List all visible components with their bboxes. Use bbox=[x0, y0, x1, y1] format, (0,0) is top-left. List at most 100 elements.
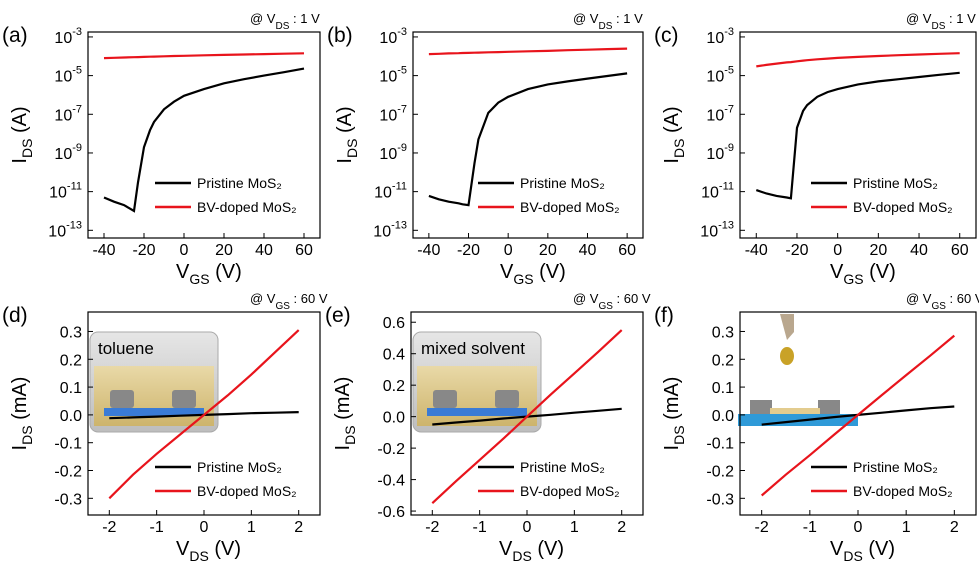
x-tick-label: 2 bbox=[950, 519, 959, 536]
x-axis-label: VGS (V) bbox=[500, 261, 566, 287]
y-tick-exponent: -13 bbox=[66, 219, 82, 231]
y-tick-label: 10-7 bbox=[54, 103, 82, 124]
label-part: DS bbox=[512, 548, 531, 563]
x-tick-label: 60 bbox=[951, 242, 969, 259]
annotation: @ VGS : 60 V bbox=[906, 291, 979, 312]
y-tick-exponent: -11 bbox=[392, 181, 407, 193]
y-tick-base: 10 bbox=[54, 69, 72, 86]
y-tick-label: 0.4 bbox=[383, 347, 405, 364]
y-tick-exponent: -11 bbox=[719, 181, 734, 193]
label-part: @ V bbox=[250, 11, 276, 26]
legend-label: BV-doped MoS₂ bbox=[853, 199, 953, 215]
label-part: (V) bbox=[864, 261, 896, 283]
y-tick-label: 0.2 bbox=[712, 352, 734, 369]
plot-frame bbox=[412, 31, 644, 239]
inset-substrate bbox=[427, 408, 527, 416]
y-tick-exponent: -9 bbox=[72, 142, 82, 154]
label-part: DS bbox=[19, 139, 35, 158]
x-axis-label: VGS (V) bbox=[830, 261, 896, 287]
x-tick-label: 2 bbox=[617, 519, 626, 536]
y-tick-base: 10 bbox=[54, 146, 72, 163]
label-part: : 1 V bbox=[289, 11, 320, 26]
y-tick-label: 10-3 bbox=[379, 26, 407, 47]
legend-label: Pristine MoS₂ bbox=[853, 175, 938, 191]
label-part: I bbox=[661, 445, 683, 451]
y-tick-base: 10 bbox=[48, 223, 66, 240]
label-part: (V) bbox=[532, 538, 564, 560]
label-part: GS bbox=[843, 271, 863, 287]
annotation: @ VDS : 1 V bbox=[250, 11, 320, 32]
x-tick-label: 20 bbox=[869, 242, 887, 259]
label-part: DS bbox=[189, 548, 208, 563]
label-part: V bbox=[500, 261, 514, 283]
y-tick-base: 10 bbox=[706, 69, 724, 86]
x-tick-label: 1 bbox=[902, 519, 911, 536]
data-line bbox=[103, 52, 305, 60]
legend-label: Pristine MoS₂ bbox=[853, 459, 938, 475]
label-part: DS bbox=[275, 21, 289, 32]
legend-label: BV-doped MoS₂ bbox=[520, 483, 620, 499]
y-tick-label: 10-9 bbox=[379, 142, 407, 163]
inset-label: mixed solvent bbox=[421, 339, 525, 358]
data-line bbox=[756, 52, 960, 68]
x-tick-label: -20 bbox=[785, 242, 808, 259]
x-axis-label: VDS (V) bbox=[499, 538, 564, 563]
y-tick-label: -0.1 bbox=[706, 436, 734, 453]
y-tick-label: 0.6 bbox=[383, 315, 405, 332]
y-tick-exponent: -13 bbox=[391, 219, 407, 231]
label-part: @ V bbox=[573, 291, 599, 306]
x-tick-label: -1 bbox=[150, 519, 164, 536]
y-tick-exponent: -3 bbox=[724, 26, 734, 38]
y-tick-exponent: -9 bbox=[724, 142, 734, 154]
inset-substrate bbox=[104, 408, 204, 416]
y-tick-label: 10-9 bbox=[54, 142, 82, 163]
annotation: @ VGS : 60 V bbox=[250, 291, 328, 312]
label-part: @ V bbox=[250, 291, 276, 306]
data-line bbox=[431, 329, 623, 505]
label-part: (V) bbox=[534, 261, 566, 283]
y-tick-label: -0.3 bbox=[706, 491, 734, 508]
panel-label: (e) bbox=[325, 304, 351, 327]
label-part: (mA) bbox=[9, 377, 31, 426]
y-tick-label: 0.2 bbox=[383, 378, 405, 395]
panel-label: (f) bbox=[654, 304, 674, 327]
plot-frame bbox=[739, 31, 977, 239]
y-tick-label: 10-3 bbox=[706, 26, 734, 47]
label-part: (A) bbox=[9, 106, 31, 138]
label-part: (V) bbox=[210, 261, 242, 283]
x-tick-label: 0 bbox=[833, 242, 842, 259]
y-tick-base: 10 bbox=[379, 146, 397, 163]
y-tick-base: 10 bbox=[706, 30, 724, 47]
y-tick-base: 10 bbox=[706, 107, 724, 124]
y-tick-label: -0.2 bbox=[54, 464, 82, 481]
y-tick-exponent: -13 bbox=[718, 219, 734, 231]
label-part: GS bbox=[189, 271, 209, 287]
legend-label: Pristine MoS₂ bbox=[197, 175, 282, 191]
y-tick-label: -0.1 bbox=[54, 436, 82, 453]
label-part: DS bbox=[671, 425, 687, 444]
y-tick-exponent: -3 bbox=[72, 26, 82, 38]
inset-dropper bbox=[780, 314, 794, 340]
y-tick-label: 10-13 bbox=[373, 219, 407, 240]
x-tick-label: 60 bbox=[618, 242, 636, 259]
inset-label: toluene bbox=[98, 339, 154, 358]
x-tick-label: 20 bbox=[215, 242, 233, 259]
y-tick-label: 0.1 bbox=[60, 380, 82, 397]
y-tick-label: 0.0 bbox=[712, 408, 734, 425]
annotation: @ VGS : 60 V bbox=[573, 291, 651, 312]
x-tick-label: -1 bbox=[803, 519, 817, 536]
x-tick-label: 0 bbox=[180, 242, 189, 259]
y-tick-base: 10 bbox=[49, 185, 67, 202]
y-tick-exponent: -7 bbox=[72, 103, 82, 115]
label-part: GS bbox=[931, 301, 946, 312]
x-tick-label: 1 bbox=[247, 519, 256, 536]
label-part: DS bbox=[843, 548, 862, 563]
y-tick-label: -0.2 bbox=[706, 464, 734, 481]
legend-label: BV-doped MoS₂ bbox=[197, 483, 297, 499]
label-part: (V) bbox=[863, 538, 895, 560]
y-tick-base: 10 bbox=[701, 185, 719, 202]
y-tick-label: -0.2 bbox=[377, 441, 405, 458]
y-tick-label: 10-5 bbox=[379, 65, 407, 86]
plot-frame bbox=[87, 31, 321, 239]
